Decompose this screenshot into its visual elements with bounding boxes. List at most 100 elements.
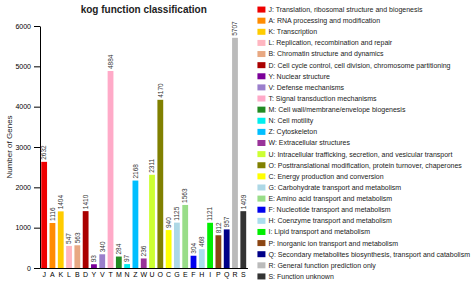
legend-item: Z: Cytoskeleton xyxy=(257,128,317,136)
x-tick-label: F xyxy=(191,271,195,278)
legend-swatch xyxy=(257,207,265,213)
plot: 0100020003000400050006000JAKLBDYVTMNZWUO… xyxy=(15,21,248,279)
x-tick: W xyxy=(140,268,147,278)
x-tick-label: I xyxy=(209,271,211,278)
legend-swatch xyxy=(257,229,265,235)
legend-swatch xyxy=(257,129,265,135)
data-label: 340 xyxy=(99,241,106,252)
x-tick: R xyxy=(232,268,237,278)
legend-item: G: Carbohydrate transport and metabolism xyxy=(257,184,401,192)
legend-label: A: RNA processing and modification xyxy=(268,17,380,25)
x-tick: C xyxy=(166,268,171,278)
bar xyxy=(41,162,47,268)
data-label: 2168 xyxy=(132,164,139,179)
legend-label: F: Nucleotide transport and metabolism xyxy=(268,206,390,214)
data-label: 940 xyxy=(165,217,172,228)
bar xyxy=(149,175,155,268)
bar xyxy=(116,257,122,268)
x-tick: L xyxy=(67,268,71,278)
legend-item: Q: Secondary metabolites biosynthesis, t… xyxy=(257,251,470,259)
legend-label: Y: Nuclear structure xyxy=(268,73,330,80)
x-tick: B xyxy=(75,268,80,278)
legend-label: R: General function prediction only xyxy=(268,262,376,270)
data-label: 1563 xyxy=(181,188,188,203)
bar xyxy=(66,246,72,268)
legend-item: K: Transcription xyxy=(257,28,317,36)
legend-item: E: Amino acid transport and metabolism xyxy=(257,195,392,203)
x-tick-label: E xyxy=(183,271,188,278)
legend-swatch xyxy=(257,218,265,224)
legend-swatch xyxy=(257,173,265,179)
x-axis-line xyxy=(41,268,248,269)
legend-item: O: Posttranslational modification, prote… xyxy=(257,162,462,170)
y-tick-label: 1000 xyxy=(15,224,31,231)
legend-swatch xyxy=(257,40,265,46)
x-tick-label: J xyxy=(42,271,46,278)
y-tick-label: 2000 xyxy=(15,184,31,191)
x-tick: J xyxy=(42,268,46,278)
y-tick: 6000 xyxy=(15,23,40,30)
x-tick: H xyxy=(199,268,204,278)
legend-label: U: Intracellular trafficking, secretion,… xyxy=(268,151,452,159)
y-tick-mark xyxy=(34,26,40,27)
x-tick-label: C xyxy=(166,271,171,278)
data-label: 547 xyxy=(65,233,72,244)
data-label: 1404 xyxy=(57,195,64,210)
legend-swatch xyxy=(257,140,265,146)
y-tick: 4000 xyxy=(15,103,40,110)
legend-item: P: Inorganic ion transport and metabolis… xyxy=(257,240,398,248)
bar xyxy=(124,264,130,268)
legend-item: N: Cell motility xyxy=(257,117,313,125)
x-tick: T xyxy=(108,268,113,278)
legend-label: Q: Secondary metabolites biosynthesis, t… xyxy=(268,251,470,259)
legend-swatch xyxy=(257,184,265,190)
bar xyxy=(182,205,188,268)
x-tick: D xyxy=(83,268,88,278)
x-tick: O xyxy=(158,268,164,278)
y-tick: 2000 xyxy=(15,184,40,191)
y-tick-mark xyxy=(34,268,40,269)
data-label: 468 xyxy=(198,236,205,247)
bar xyxy=(58,211,64,268)
data-labels: 2632111614045475631410933404884284972168… xyxy=(40,21,246,262)
legend-item: I: Lipid transport and metabolism xyxy=(257,228,370,236)
legend-label: E: Amino acid transport and metabolism xyxy=(268,195,392,203)
chart: J: Translation, ribosomal structure and … xyxy=(0,0,474,286)
legend-label: J: Translation, ribosomal structure and … xyxy=(268,6,423,14)
y-tick-mark xyxy=(34,107,40,108)
legend-swatch xyxy=(257,96,265,102)
legend-label: D: Cell cycle control, cell division, ch… xyxy=(268,62,450,70)
legend-label: B: Chromatin structure and dynamics xyxy=(268,50,384,58)
data-label: 304 xyxy=(190,243,197,254)
y-tick-label: 0 xyxy=(27,265,31,272)
y-axis-title: Number of Genes xyxy=(5,115,14,178)
legend-item: A: RNA processing and modification xyxy=(257,17,380,25)
x-tick: K xyxy=(58,268,63,278)
x-tick: V xyxy=(100,268,105,278)
bar xyxy=(74,245,80,268)
x-tick-label: T xyxy=(108,271,113,278)
legend-swatch xyxy=(257,29,265,35)
bar xyxy=(215,235,221,268)
data-label: 812 xyxy=(215,222,222,233)
x-tick-label: V xyxy=(100,271,105,278)
y-tick-label: 3000 xyxy=(15,144,31,151)
x-tick-label: M xyxy=(116,271,122,278)
bar xyxy=(199,249,205,268)
x-tick-label: P xyxy=(216,271,221,278)
data-label: 1121 xyxy=(206,206,213,220)
bar xyxy=(232,38,238,268)
bar xyxy=(207,223,213,268)
data-label: 4884 xyxy=(107,54,114,69)
x-tick: M xyxy=(116,268,122,278)
legend-label: H: Coenzyme transport and metabolism xyxy=(268,217,391,225)
y-tick-mark xyxy=(34,147,40,148)
bars xyxy=(41,38,246,268)
y-tick: 5000 xyxy=(15,63,40,70)
data-label: 1125 xyxy=(173,206,180,220)
legend-item: U: Intracellular trafficking, secretion,… xyxy=(257,151,452,159)
x-tick-label: N xyxy=(125,271,130,278)
x-tick-label: S xyxy=(241,271,246,278)
legend-label: G: Carbohydrate transport and metabolism xyxy=(268,184,401,192)
x-tick: S xyxy=(241,268,246,278)
